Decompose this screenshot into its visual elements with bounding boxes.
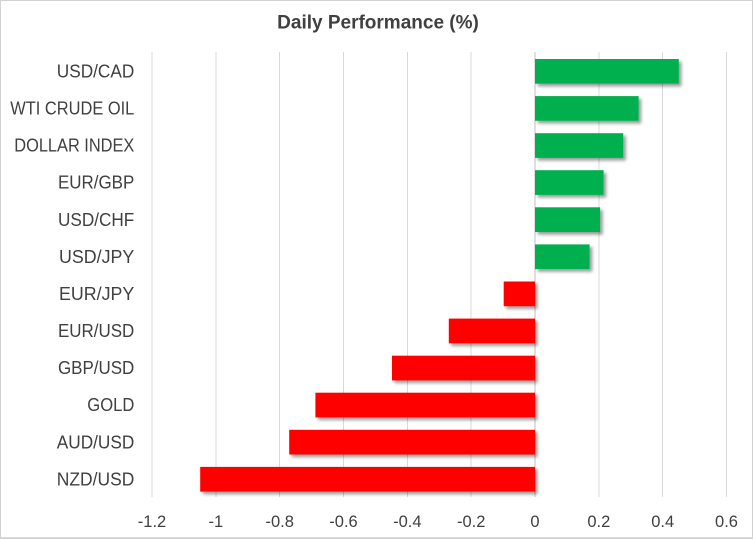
- svg-text:-0.8: -0.8: [265, 513, 293, 531]
- svg-text:USD/CAD: USD/CAD: [57, 62, 135, 82]
- svg-text:0: 0: [530, 513, 539, 531]
- svg-text:DOLLAR INDEX: DOLLAR INDEX: [14, 136, 134, 156]
- svg-text:-1: -1: [208, 513, 223, 531]
- svg-text:EUR/GBP: EUR/GBP: [58, 173, 134, 193]
- svg-text:0.2: 0.2: [587, 513, 610, 531]
- svg-text:NZD/USD: NZD/USD: [57, 469, 135, 489]
- svg-text:USD/CHF: USD/CHF: [58, 210, 134, 230]
- svg-text:GOLD: GOLD: [87, 395, 134, 415]
- svg-text:AUD/USD: AUD/USD: [57, 432, 135, 452]
- svg-text:USD/JPY: USD/JPY: [59, 247, 134, 267]
- svg-text:EUR/USD: EUR/USD: [58, 321, 134, 341]
- svg-text:GBP/USD: GBP/USD: [58, 358, 134, 378]
- svg-text:0.6: 0.6: [715, 513, 738, 531]
- svg-text:-0.4: -0.4: [393, 513, 421, 531]
- svg-text:-0.6: -0.6: [329, 513, 357, 531]
- svg-text:Daily Performance (%): Daily Performance (%): [277, 12, 479, 33]
- svg-text:-0.2: -0.2: [457, 513, 485, 531]
- svg-text:EUR/JPY: EUR/JPY: [59, 284, 134, 304]
- svg-text:0.4: 0.4: [651, 513, 674, 531]
- svg-text:WTI CRUDE OIL: WTI CRUDE OIL: [10, 99, 134, 119]
- svg-text:-1.2: -1.2: [138, 513, 166, 531]
